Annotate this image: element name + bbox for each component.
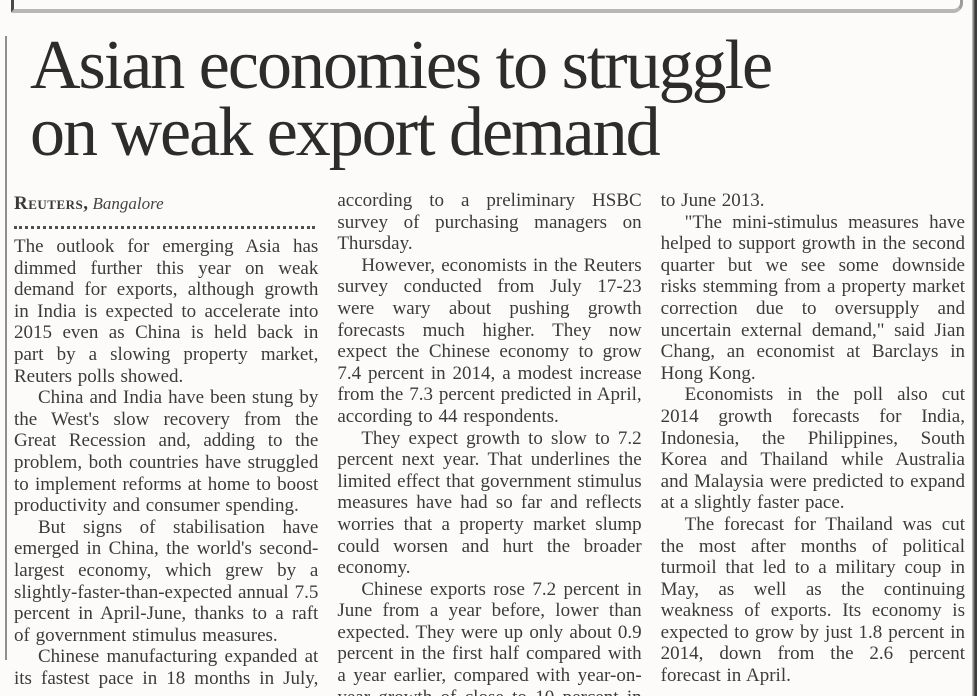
- article-paragraph: Chinese exports rose 7.2 percent in June…: [337, 578, 642, 696]
- article-column-1: Reuters, Bangalore The outlook for emergi…: [14, 190, 318, 696]
- article-paragraph: Economists in the poll also cut 2014 gro…: [660, 384, 965, 514]
- article-paragraph: The outlook for emerging Asia has dimmed…: [14, 236, 319, 387]
- article-paragraph: They expect growth to slow to 7.2 percen…: [337, 427, 642, 579]
- article-paragraph: according to a preliminary HSBC survey o…: [337, 190, 642, 255]
- cropped-box-bottom-border: [11, 0, 963, 13]
- article-paragraph: "The mini-stimulus measures have helped …: [660, 211, 965, 384]
- article-paragraph: But signs of stabilisation have emerged …: [14, 516, 319, 646]
- article-columns: Reuters, Bangalore The outlook for emergi…: [14, 190, 965, 696]
- article-paragraph: to June 2013.: [660, 190, 765, 211]
- article-column-2: according to a preliminary HSBC survey o…: [337, 190, 641, 696]
- column-2-body: according to a preliminary HSBC survey o…: [337, 190, 641, 696]
- article-paragraph: However, economists in the Reuters surve…: [337, 254, 642, 427]
- byline-agency: Reuters,: [14, 193, 89, 214]
- headline-line-2: on weak export demand: [30, 94, 661, 171]
- headline-line-1: Asian economies to struggle: [30, 27, 773, 104]
- article-headline: Asian economies to struggle on weak expo…: [30, 27, 960, 171]
- column-1-body: The outlook for emerging Asia has dimmed…: [14, 236, 318, 689]
- left-vertical-rule: [5, 36, 7, 660]
- article-paragraph: Chinese manufacturing expanded at its fa…: [14, 646, 319, 689]
- page-edge-line: [972, 0, 977, 696]
- column-3-body: to June 2013. "The mini-stimulus measures…: [661, 190, 965, 687]
- article-paragraph: China and India have been stung by the W…: [14, 387, 319, 517]
- byline: Reuters, Bangalore: [14, 190, 318, 219]
- byline-location: Bangalore: [92, 194, 164, 213]
- dotted-separator: [14, 225, 316, 229]
- article-column-3: to June 2013. "The mini-stimulus measures…: [661, 190, 965, 696]
- article-paragraph: The forecast for Thailand was cut the mo…: [660, 513, 965, 687]
